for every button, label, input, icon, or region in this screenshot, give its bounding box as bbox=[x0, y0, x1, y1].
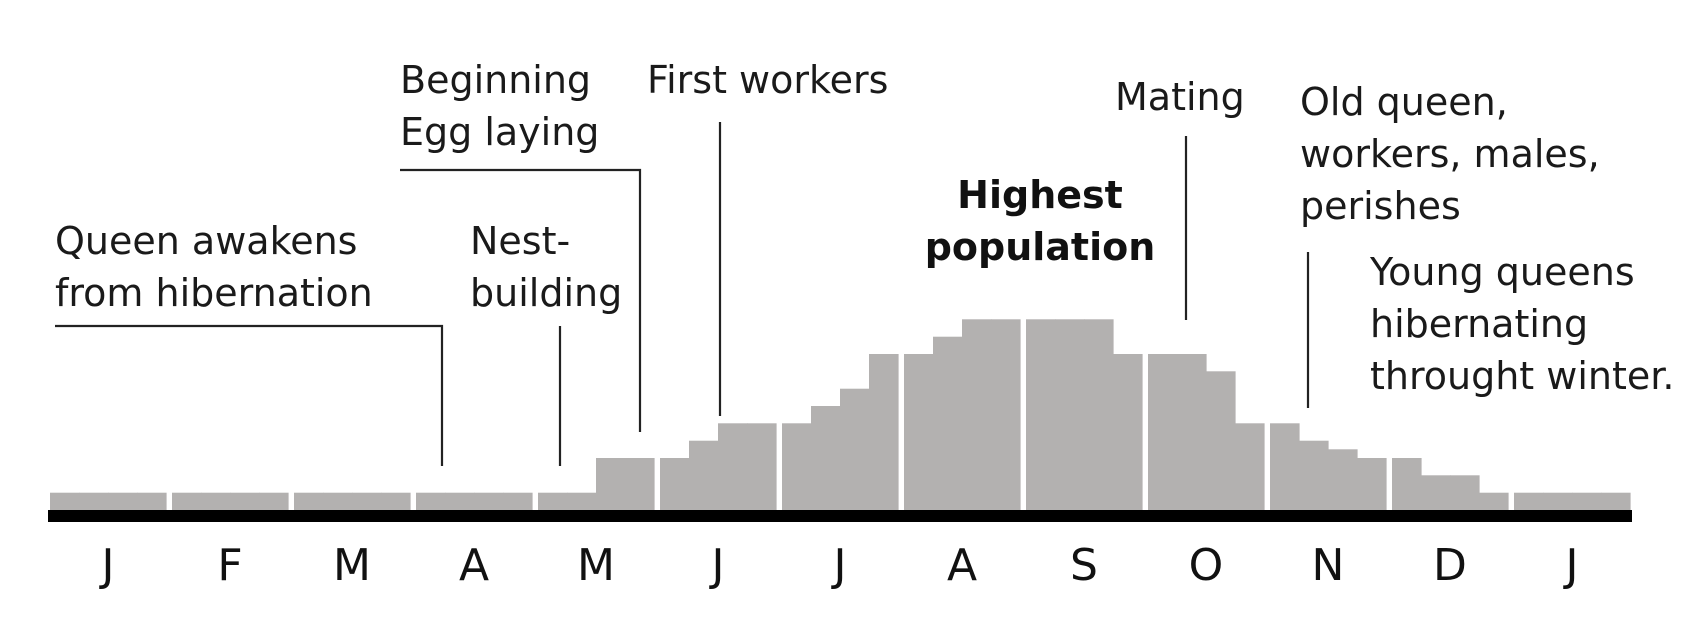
population-bar bbox=[1206, 371, 1236, 510]
population-bar bbox=[1357, 458, 1387, 510]
population-bar bbox=[811, 406, 841, 510]
population-bar bbox=[782, 423, 812, 510]
population-bar bbox=[172, 492, 202, 510]
annotation-line: from hibernation bbox=[55, 271, 373, 315]
population-bar bbox=[352, 492, 382, 510]
annotation-line: throught winter. bbox=[1370, 354, 1675, 398]
month-label: J bbox=[99, 540, 115, 591]
population-bar bbox=[596, 458, 626, 510]
annotation-line: Egg laying bbox=[400, 110, 599, 154]
annotation-line: hibernating bbox=[1370, 302, 1588, 346]
population-bar bbox=[1055, 319, 1085, 510]
annotation-line: First workers bbox=[647, 58, 888, 102]
annotation-first-workers: First workers bbox=[647, 58, 888, 102]
annotation-labels: Queen awakens from hibernation Nest-buildi… bbox=[55, 58, 1675, 398]
population-bar bbox=[137, 492, 167, 510]
annotation-nest-building: Nest-building bbox=[470, 219, 622, 315]
population-bar bbox=[689, 440, 719, 510]
population-bar bbox=[1328, 449, 1358, 510]
annotation-young-queens: Young queens hibernating throught winter. bbox=[1369, 250, 1675, 398]
month-label: M bbox=[333, 540, 371, 591]
population-bar bbox=[1026, 319, 1056, 510]
annotation-line: population bbox=[925, 225, 1156, 269]
population-bar bbox=[1392, 458, 1422, 510]
population-bar bbox=[904, 354, 934, 510]
month-label: A bbox=[459, 540, 489, 591]
population-bar bbox=[625, 458, 655, 510]
population-bar bbox=[474, 492, 504, 510]
population-bar bbox=[108, 492, 138, 510]
annotation-line: Nest- bbox=[470, 219, 570, 263]
month-label: M bbox=[577, 540, 615, 591]
annotation-line: Beginning bbox=[400, 58, 591, 102]
population-bar bbox=[840, 388, 870, 510]
month-label: A bbox=[947, 540, 977, 591]
population-bar bbox=[1572, 492, 1602, 510]
population-bar bbox=[1421, 475, 1451, 510]
annotation-egg-laying: Beginning Egg laying bbox=[400, 58, 599, 154]
annotation-old-queen: Old queen, workers, males, perishes bbox=[1300, 80, 1600, 228]
population-bar bbox=[747, 423, 777, 510]
annotation-highest-population: Highest population bbox=[925, 173, 1156, 269]
population-bar bbox=[538, 492, 568, 510]
population-bar bbox=[1601, 492, 1631, 510]
month-label: S bbox=[1070, 540, 1098, 591]
annotation-queen-awakens: Queen awakens from hibernation bbox=[55, 219, 373, 315]
population-bar bbox=[416, 492, 446, 510]
month-label: O bbox=[1189, 540, 1224, 591]
annotation-line: Mating bbox=[1115, 75, 1245, 119]
population-bar bbox=[1148, 354, 1178, 510]
population-bar bbox=[1113, 354, 1143, 510]
population-bar bbox=[201, 492, 231, 510]
population-bar bbox=[991, 319, 1021, 510]
month-label: J bbox=[1563, 540, 1579, 591]
annotation-line: Queen awakens bbox=[55, 219, 357, 263]
population-bar bbox=[79, 492, 109, 510]
population-bar bbox=[259, 492, 289, 510]
annotation-line: workers, males, bbox=[1300, 132, 1600, 176]
population-bar bbox=[962, 319, 992, 510]
population-bar bbox=[718, 423, 748, 510]
population-bar bbox=[294, 492, 324, 510]
month-label: D bbox=[1433, 540, 1467, 591]
population-bar bbox=[933, 336, 963, 510]
month-label: N bbox=[1312, 540, 1345, 591]
population-bars bbox=[50, 319, 1631, 510]
annotation-mating: Mating bbox=[1115, 75, 1245, 119]
population-bar bbox=[503, 492, 533, 510]
population-bar bbox=[1084, 319, 1114, 510]
population-bar bbox=[1543, 492, 1573, 510]
population-bar bbox=[567, 492, 597, 510]
population-bar bbox=[1235, 423, 1265, 510]
population-bar bbox=[1177, 354, 1207, 510]
population-bar bbox=[869, 354, 899, 510]
population-bar bbox=[50, 492, 80, 510]
population-bar bbox=[660, 458, 690, 510]
population-bar bbox=[1479, 492, 1509, 510]
x-axis-baseline bbox=[48, 510, 1632, 522]
population-bar bbox=[1299, 440, 1329, 510]
leader-line bbox=[55, 324, 444, 466]
population-bar bbox=[230, 492, 260, 510]
population-bar bbox=[323, 492, 353, 510]
month-label: J bbox=[709, 540, 725, 591]
population-bar bbox=[445, 492, 475, 510]
population-bar bbox=[381, 492, 411, 510]
annotation-leader-lines bbox=[55, 122, 1310, 466]
population-bar bbox=[1270, 423, 1300, 510]
population-bar bbox=[1450, 475, 1480, 510]
month-label: J bbox=[831, 540, 847, 591]
annotation-line: perishes bbox=[1300, 184, 1461, 228]
month-label: F bbox=[217, 540, 242, 591]
annotation-line: Old queen, bbox=[1300, 80, 1508, 124]
annotation-line: Highest bbox=[957, 173, 1123, 217]
annotation-line: Young queens bbox=[1369, 250, 1635, 294]
leader-line bbox=[400, 168, 642, 432]
population-bar bbox=[1514, 492, 1544, 510]
annotation-line: building bbox=[470, 271, 622, 315]
